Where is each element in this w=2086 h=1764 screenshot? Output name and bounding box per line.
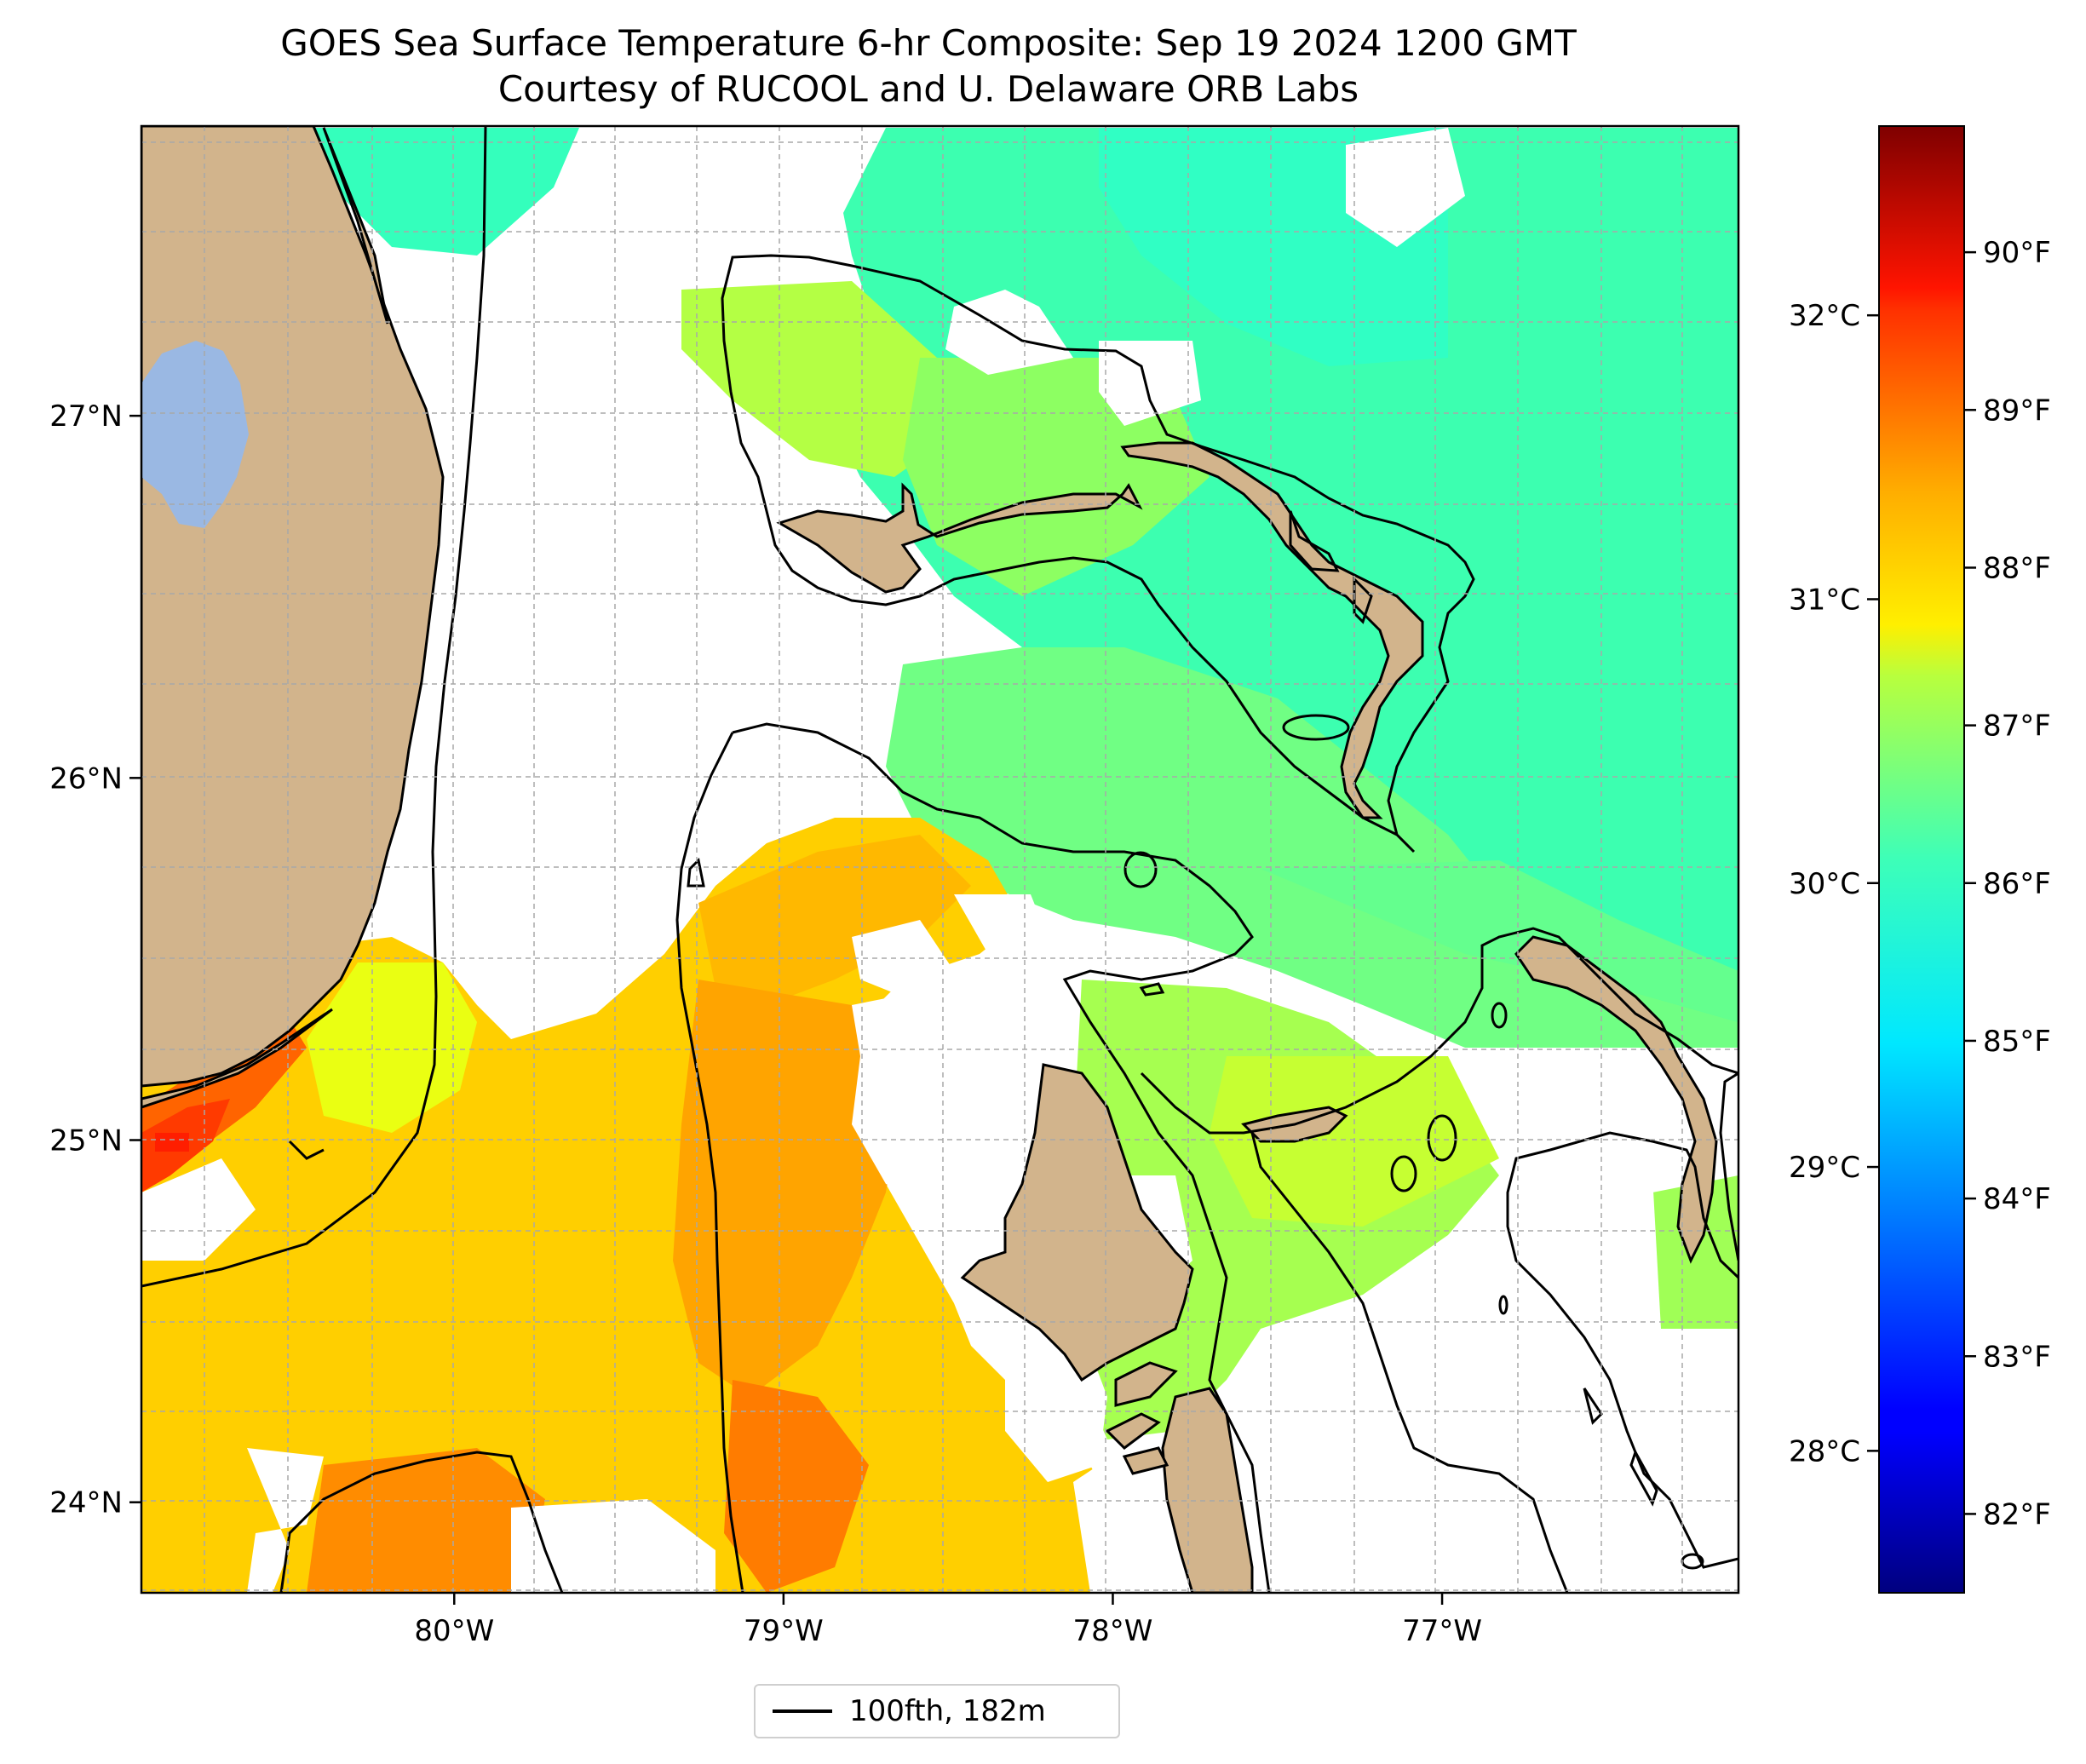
lat-tick-label: 27°N <box>49 399 123 434</box>
fahrenheit-tick-label: 87°F <box>1983 710 2051 744</box>
map-frame <box>140 124 1740 1594</box>
fahrenheit-tick-label: 90°F <box>1983 236 2051 270</box>
celsius-tick-label: 29°C <box>1789 1151 1860 1185</box>
map-subtitle: Courtesy of RUCOOL and U. Delaware ORB L… <box>497 68 1359 110</box>
fahrenheit-tick-label: 84°F <box>1983 1182 2051 1216</box>
latitude-axis: 24°N 25°N 26°N 27°N <box>49 399 141 1520</box>
map-area <box>141 126 1738 1593</box>
celsius-tick-label: 31°C <box>1789 583 1860 617</box>
colorbar <box>1879 126 1964 1593</box>
lon-tick-label: 80°W <box>414 1614 494 1648</box>
legend-isobath-label: 100fth, 182m <box>849 1694 1046 1728</box>
bahamas-islands <box>776 441 1718 1593</box>
colorbar-frame <box>1878 125 1965 1594</box>
fahrenheit-tick-label: 86°F <box>1983 867 2051 901</box>
colorbar-fahrenheit-axis: 82°F 83°F 84°F 85°F 86°F 87°F 88°F 89°F 90°F <box>1964 236 2051 1531</box>
lat-tick-label: 25°N <box>49 1124 123 1158</box>
map-title: GOES Sea Surface Temperature 6-hr Compos… <box>280 22 1577 64</box>
legend-isobath-line <box>773 1709 832 1713</box>
colorbar-celsius-axis: 28°C 29°C 30°C 31°C 32°C <box>1789 299 1879 1468</box>
celsius-tick-label: 32°C <box>1789 299 1860 333</box>
sst-field <box>141 128 1738 1593</box>
fahrenheit-tick-label: 83°F <box>1983 1340 2051 1374</box>
lon-tick-label: 79°W <box>744 1614 824 1648</box>
lat-tick-label: 26°N <box>49 761 123 796</box>
longitude-axis: 80°W 79°W 78°W 77°W <box>414 1593 1482 1648</box>
celsius-tick-label: 28°C <box>1789 1434 1860 1468</box>
graticule <box>141 126 1738 1593</box>
celsius-tick-label: 30°C <box>1789 867 1860 901</box>
lat-tick-label: 24°N <box>49 1486 123 1520</box>
lake-okeechobee <box>141 341 249 528</box>
fahrenheit-tick-label: 89°F <box>1983 394 2051 428</box>
fahrenheit-tick-label: 85°F <box>1983 1025 2051 1059</box>
map-legend: 100fth, 182m <box>754 1684 1120 1738</box>
lon-tick-label: 77°W <box>1402 1614 1482 1648</box>
florida-keys <box>141 1008 333 1109</box>
fahrenheit-tick-label: 88°F <box>1983 551 2051 585</box>
lon-tick-label: 78°W <box>1073 1614 1153 1648</box>
fahrenheit-tick-label: 82°F <box>1983 1497 2051 1531</box>
